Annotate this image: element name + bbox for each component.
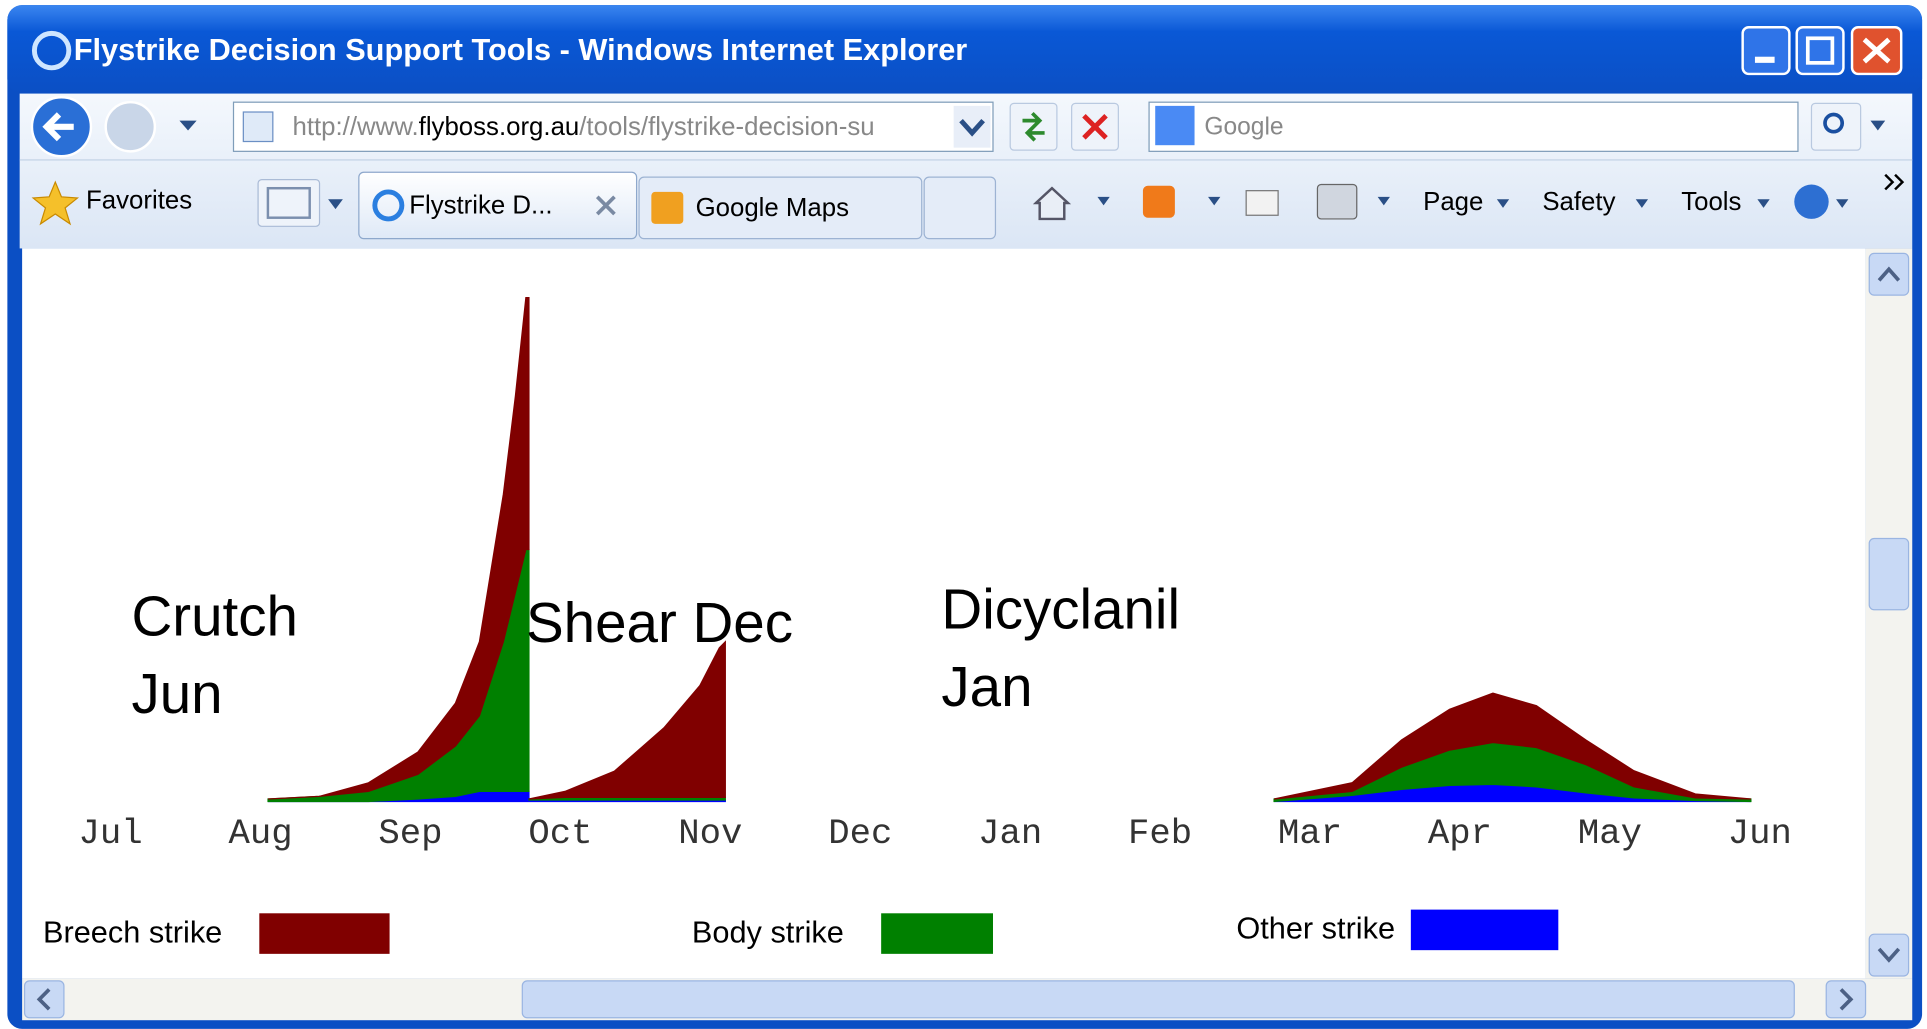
x-tick-label: May <box>1578 813 1642 854</box>
active-tab[interactable] <box>358 171 638 240</box>
address-dropdown[interactable] <box>953 105 991 148</box>
mail-button[interactable] <box>1245 190 1279 216</box>
favorites-button[interactable]: Favorites <box>86 187 192 215</box>
search-box[interactable] <box>1148 101 1799 152</box>
legend-label: Body strike <box>692 914 844 949</box>
feeds-dropdown[interactable] <box>1208 196 1221 206</box>
scroll-up[interactable] <box>1868 252 1910 296</box>
maximize-glyph <box>1805 36 1835 65</box>
x-tick-label: Dec <box>828 813 892 854</box>
search-button[interactable] <box>1810 102 1862 151</box>
chevron[interactable] <box>1884 173 1905 191</box>
print-button[interactable] <box>1316 183 1358 220</box>
address-box[interactable] <box>232 101 994 152</box>
scroll-thumb[interactable] <box>521 980 1795 1019</box>
scroll-up-glyph <box>1877 266 1901 282</box>
dropdown-glyph <box>959 118 985 137</box>
x-tick-label: Mar <box>1278 813 1342 854</box>
title-bar <box>7 5 1923 94</box>
legend-swatch <box>881 913 993 954</box>
menu-arrow <box>1635 199 1649 208</box>
home-button[interactable] <box>1032 186 1072 221</box>
scroll-down[interactable] <box>1868 933 1910 977</box>
ie-icon <box>31 30 72 71</box>
tools-menu[interactable]: Tools <box>1681 188 1741 216</box>
menu-arrow <box>1496 199 1510 208</box>
help-dropdown[interactable] <box>1836 199 1849 208</box>
annotation: Crutch <box>131 585 297 648</box>
annotation: Dicyclanil <box>941 577 1180 640</box>
vertical-scrollbar[interactable] <box>1865 248 1913 979</box>
tab-icon <box>651 191 684 224</box>
tab-title: Flystrike D... <box>409 191 552 219</box>
feeds-button[interactable] <box>1142 185 1175 218</box>
page-icon <box>242 111 274 143</box>
tab[interactable] <box>638 176 923 240</box>
annotation: Jan <box>941 655 1032 718</box>
x-tick-label: Jan <box>978 813 1042 854</box>
print-dropdown[interactable] <box>1377 196 1390 206</box>
tab-list-dropdown[interactable] <box>328 199 343 210</box>
scroll-right[interactable] <box>1825 980 1867 1019</box>
x-tick-label: Sep <box>378 813 442 854</box>
search-provider-icon <box>1155 105 1195 146</box>
page-menu[interactable]: Page <box>1423 188 1483 216</box>
x-tick-label: Jun <box>1728 813 1792 854</box>
legend-swatch <box>1410 909 1559 951</box>
menu-arrow <box>1757 199 1770 208</box>
content-area <box>22 248 1866 979</box>
tab-title: Google Maps <box>696 194 849 222</box>
url-prefix: http://www. <box>292 113 418 141</box>
url-path: /tools/flystrike-decision-su <box>579 113 874 141</box>
x-tick-label: Feb <box>1128 813 1192 854</box>
history-dropdown[interactable] <box>179 120 197 131</box>
chart: Jul Aug Sep Oct Nov Dec Jan Feb Mar Apr May Jun Crut… <box>43 296 1792 954</box>
legend-label: Breech strike <box>43 914 222 949</box>
legend-swatch <box>259 913 390 954</box>
minimize-glyph <box>1754 56 1775 63</box>
url-domain: flyboss.org.au <box>419 113 580 141</box>
search-placeholder: Google <box>1204 113 1283 140</box>
x-tick-label: Nov <box>678 813 742 854</box>
quick-tabs-button[interactable] <box>257 178 321 227</box>
back-glyph <box>42 112 74 142</box>
close-glyph <box>1862 37 1891 64</box>
window-title: Flystrike Decision Support Tools - Windo… <box>74 32 968 67</box>
search-glyph <box>1823 112 1845 134</box>
x-tick-label: Jul <box>79 813 143 854</box>
new-tab[interactable] <box>923 176 997 240</box>
refresh-glyph <box>1022 111 1045 142</box>
legend-label: Other strike <box>1236 911 1395 946</box>
annotation: Jun <box>131 662 222 725</box>
url-text: http://www.flyboss.org.au/tools/flystrik… <box>292 113 874 141</box>
home-dropdown[interactable] <box>1097 196 1110 206</box>
minimize-button[interactable] <box>1741 25 1791 76</box>
quick-tabs-glyph <box>266 186 311 219</box>
x-tick-label: Aug <box>228 813 292 854</box>
scroll-left-glyph <box>36 988 51 1011</box>
tab-icon <box>372 189 405 222</box>
stop-glyph <box>1082 113 1108 140</box>
maximize-button[interactable] <box>1795 25 1845 76</box>
forward-button[interactable] <box>104 100 157 153</box>
annotation: Shear Dec <box>526 591 793 654</box>
scroll-left[interactable] <box>23 980 65 1019</box>
x-tick-label: Apr <box>1428 813 1492 854</box>
x-tick-label: Oct <box>528 813 592 854</box>
scroll-down-glyph <box>1877 947 1901 963</box>
search-dropdown[interactable] <box>1870 120 1886 131</box>
tab-close[interactable] <box>595 195 616 216</box>
safety-menu[interactable]: Safety <box>1542 188 1615 216</box>
favorites-star <box>31 180 80 226</box>
help-button[interactable] <box>1794 184 1829 219</box>
area <box>268 296 1751 800</box>
scroll-right-glyph <box>1839 988 1854 1011</box>
scroll-thumb[interactable] <box>1868 537 1910 611</box>
